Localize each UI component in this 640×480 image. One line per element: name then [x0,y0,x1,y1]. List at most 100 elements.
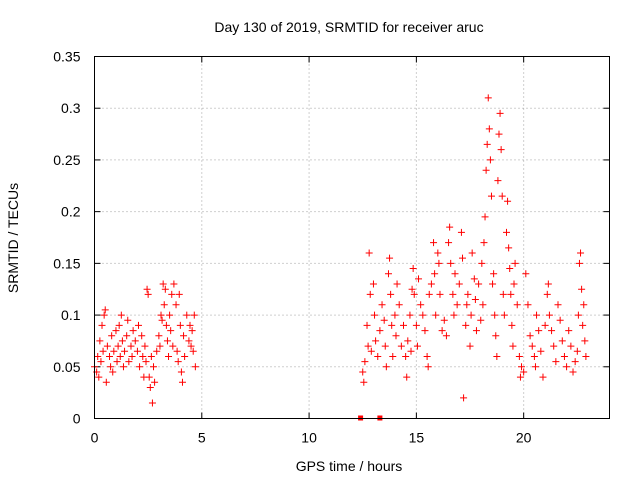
data-point [582,352,590,360]
data-point [545,311,553,319]
data-point [173,347,181,355]
data-point [388,321,396,329]
data-point [131,337,139,345]
data-point [526,332,534,340]
data-point [524,301,532,309]
data-point [483,140,491,148]
data-point [177,368,185,376]
x-tick-label: 20 [516,430,532,446]
data-point [484,94,492,102]
data-point [451,270,459,278]
data-point [508,321,516,329]
data-point [392,332,400,340]
data-point [438,327,446,335]
data-point [101,306,109,314]
data-point [165,352,173,360]
data-point [146,383,154,391]
data-point [147,352,155,360]
data-point [412,321,420,329]
y-tick-label: 0.25 [53,152,80,168]
data-point [500,311,508,319]
data-point [360,378,368,386]
data-point [144,290,152,298]
data-point [565,327,573,335]
data-point [435,259,443,267]
data-point [479,301,487,309]
data-point [150,363,158,371]
data-point [471,296,479,304]
data-point [189,347,197,355]
data-point [485,125,493,133]
data-point [169,342,177,350]
data-point [190,311,198,319]
data-point [166,311,174,319]
data-point [129,327,137,335]
data-point [493,352,501,360]
data-point [128,352,136,360]
data-point [453,301,461,309]
data-point [472,327,480,335]
data-point [430,239,438,247]
data-point [117,311,125,319]
data-point [148,399,156,407]
data-point [98,321,106,329]
data-point [569,368,577,376]
data-point [499,290,507,298]
data-point [528,342,536,350]
data-point [459,254,467,262]
data-point [361,358,369,366]
data-point [161,285,169,293]
data-point [541,321,549,329]
x-axis-label: GPS time / hours [296,458,403,474]
data-point [548,327,556,335]
data-point [402,352,410,360]
data-point [481,213,489,221]
data-point [409,265,417,273]
data-point [183,311,191,319]
data-point [97,358,105,366]
data-point [395,301,403,309]
data-point [124,316,132,324]
data-point [539,373,547,381]
axis-ticks: 0 5 10 15 20 0 0.05 0.1 0.15 0.2 0.25 0.3 0.35 [53,49,610,446]
data-point [490,270,498,278]
data-point [382,363,390,371]
data-point [567,342,575,350]
data-point [424,363,432,371]
data-point [563,363,571,371]
data-point [558,337,566,345]
data-point [491,311,499,319]
data-point [489,280,497,288]
data-point [116,352,124,360]
data-point [447,259,455,267]
data-point [365,249,373,257]
data-point [421,327,429,335]
data-point [366,290,374,298]
data-point [387,290,395,298]
data-point [467,311,475,319]
data-point [417,301,425,309]
data-point [550,342,558,350]
chart-title: Day 130 of 2019, SRMTID for receiver aru… [214,19,483,35]
data-point [115,321,123,329]
data-point [123,332,131,340]
data-point [495,130,503,138]
data-point [507,290,515,298]
data-point [482,166,490,174]
data-point [442,332,450,340]
data-point [504,197,512,205]
data-point [423,352,431,360]
data-point [364,342,372,350]
data-point [431,270,439,278]
data-point [110,347,118,355]
data-point [106,352,114,360]
data-point [574,311,582,319]
data-point [125,358,133,366]
data-point [142,358,150,366]
data-point [372,337,380,345]
data-point [178,378,186,386]
data-point [185,337,193,345]
grid-lines [94,56,610,419]
data-point [522,270,530,278]
data-point [419,311,427,319]
